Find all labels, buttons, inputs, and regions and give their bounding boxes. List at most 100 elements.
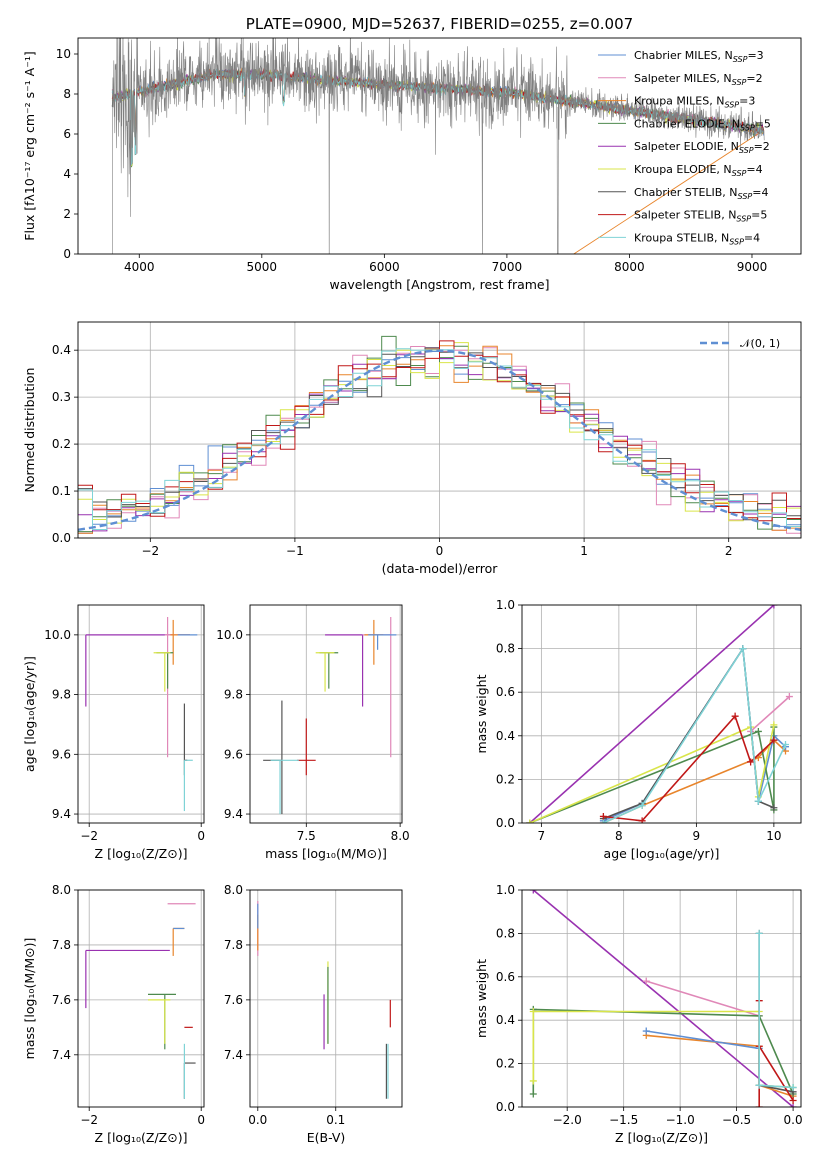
x-tick-label: 0.1 bbox=[326, 1113, 345, 1127]
x-tick-label: 7.5 bbox=[297, 829, 316, 843]
x-axis-label: Z [log₁₀(Z/Z⊙)] bbox=[95, 846, 188, 861]
legend-label: Chabrier MILES, NSSP=3 bbox=[634, 49, 764, 64]
data-point-marker bbox=[770, 804, 778, 812]
y-tick-label: 0.4 bbox=[496, 729, 515, 743]
spectrum-panel: 4000 5000 6000 7000 8000 9000 0 2 4 6 8 10 wavelengt… bbox=[22, 15, 802, 292]
y-tick-label: 0.6 bbox=[496, 970, 515, 984]
x-tick-label: 10 bbox=[766, 829, 781, 843]
y-tick-label: 0.2 bbox=[496, 772, 515, 786]
data-point-marker bbox=[529, 1008, 537, 1016]
mass-weight-vs-age-panel: 7 8 9 10 0.0 0.2 0.4 0.6 0.8 1.0 age [log₁₀(age/yr… bbox=[474, 598, 802, 861]
legend-label-main: Salpeter STELIB, N bbox=[634, 209, 736, 222]
mass-weight-line bbox=[750, 696, 790, 732]
plot-area bbox=[111, 38, 765, 254]
y-tick-label: 0.2 bbox=[496, 1057, 515, 1071]
y-tick-label: 0.8 bbox=[496, 642, 515, 656]
y-tick-label: 0.0 bbox=[496, 816, 515, 830]
x-tick-label: 7000 bbox=[492, 260, 523, 274]
y-tick-label: 1.0 bbox=[496, 598, 515, 612]
legend-label-tail: =5 bbox=[755, 117, 771, 130]
data-point-marker bbox=[599, 812, 607, 820]
data-point-marker bbox=[529, 1090, 537, 1098]
x-axis-label: mass [log₁₀(M/M⊙)] bbox=[265, 846, 387, 861]
legend-label-sub: SSP bbox=[732, 78, 747, 87]
legend-label: 𝒩(0, 1) bbox=[740, 337, 780, 350]
data-point-marker bbox=[785, 693, 793, 701]
legend-label-main: Salpeter ELODIE, N bbox=[634, 140, 739, 153]
x-axis-label: (data-model)/error bbox=[382, 561, 499, 576]
data-point-marker bbox=[754, 797, 762, 805]
mass-vs-metallicity-panel: −2 0 7.4 7.6 7.8 8.0 Z [log₁₀(Z/Z⊙)] mass [log₁… bbox=[22, 883, 205, 1145]
legend-label-sub: SSP bbox=[738, 192, 753, 201]
legend-label-sub: SSP bbox=[739, 146, 754, 155]
data-point-marker bbox=[526, 819, 534, 823]
y-axis-label: Normed distribution bbox=[22, 368, 37, 493]
legend-label-sub: SSP bbox=[732, 169, 747, 178]
data-point-marker bbox=[770, 736, 778, 744]
y-axis-label: Flux [fλ10⁻¹⁷ erg cm⁻² s⁻¹ A⁻¹] bbox=[22, 51, 37, 240]
x-tick-label: 0 bbox=[436, 544, 444, 558]
legend-label-tail: =4 bbox=[752, 186, 768, 199]
x-tick-label: −1.5 bbox=[609, 1113, 638, 1127]
x-tick-label: −2 bbox=[80, 829, 98, 843]
legend-label-tail: =4 bbox=[746, 163, 762, 176]
legend-label-sub: SSP bbox=[736, 215, 751, 224]
axes-frame bbox=[521, 604, 802, 824]
data-point-marker bbox=[739, 645, 747, 653]
y-axis-label: mass weight bbox=[474, 959, 489, 1038]
y-tick-label: 7.8 bbox=[52, 938, 71, 952]
legend-label: Chabrier STELIB, NSSP=4 bbox=[634, 186, 768, 201]
mass-weight-line bbox=[646, 1030, 794, 1089]
y-tick-label: 8.0 bbox=[224, 883, 243, 897]
x-tick-label: 4000 bbox=[124, 260, 155, 274]
data-point-marker bbox=[731, 712, 739, 720]
plot-area bbox=[257, 900, 391, 1099]
legend-label-tail: =4 bbox=[744, 231, 760, 244]
x-tick-label: −2 bbox=[141, 544, 159, 558]
data-point-marker bbox=[782, 741, 789, 749]
legend-label: Salpeter MILES, NSSP=2 bbox=[634, 72, 763, 87]
axes-frame bbox=[249, 889, 403, 1108]
x-tick-label: 8 bbox=[615, 829, 623, 843]
x-tick-label: 8.0 bbox=[391, 829, 410, 843]
axes-frame bbox=[249, 604, 403, 824]
data-point-marker bbox=[755, 929, 763, 937]
plot-area bbox=[85, 903, 196, 1099]
x-tick-label: 0 bbox=[197, 829, 205, 843]
y-tick-label: 10.0 bbox=[216, 628, 243, 642]
legend-label-main: Chabrier ELODIE, N bbox=[634, 117, 740, 130]
y-tick-label: 9.8 bbox=[224, 688, 243, 702]
y-tick-label: 7.8 bbox=[224, 938, 243, 952]
axes-frame bbox=[77, 889, 205, 1108]
y-tick-label: 1.0 bbox=[496, 883, 515, 897]
age-vs-mass-panel: 7.5 8.0 9.4 9.6 9.8 10.0 mass [log₁₀(M/M⊙)] bbox=[216, 604, 410, 861]
mass-weight-line bbox=[758, 933, 794, 1089]
data-point-marker bbox=[642, 977, 650, 985]
axes-frame bbox=[77, 604, 205, 824]
mass-weight-line bbox=[646, 980, 760, 1017]
legend-label-tail: =3 bbox=[739, 95, 755, 108]
mass-vs-extinction-panel: 0.0 0.1 7.4 7.6 7.8 8.0 E(B-V) bbox=[224, 883, 403, 1145]
x-axis-label: wavelength [Angstrom, rest frame] bbox=[329, 277, 549, 292]
mass-weight-line bbox=[529, 727, 775, 823]
y-tick-label: 0.0 bbox=[496, 1100, 515, 1114]
plot-area bbox=[263, 616, 397, 815]
x-tick-label: 0.0 bbox=[784, 1113, 803, 1127]
observed-spectrum-line bbox=[112, 38, 765, 254]
data-point-marker bbox=[642, 1027, 650, 1035]
plot-area bbox=[529, 890, 797, 1107]
data-point-marker bbox=[638, 817, 646, 823]
x-tick-label: −1 bbox=[286, 544, 304, 558]
y-tick-label: 8 bbox=[63, 87, 71, 101]
y-axis-label: mass weight bbox=[474, 674, 489, 753]
legend-label-tail: =5 bbox=[751, 209, 767, 222]
legend: Chabrier MILES, NSSP=3 Salpeter MILES, NS… bbox=[598, 49, 771, 246]
data-point-marker bbox=[770, 605, 778, 609]
legend-label-main: Kroupa STELIB, N bbox=[634, 231, 729, 244]
data-point-marker bbox=[770, 721, 778, 729]
y-tick-label: 0.4 bbox=[52, 343, 71, 357]
histogram-step bbox=[78, 342, 801, 524]
x-tick-label: 7 bbox=[538, 829, 546, 843]
x-axis-label: Z [log₁₀(Z/Z⊙)] bbox=[615, 1130, 708, 1145]
